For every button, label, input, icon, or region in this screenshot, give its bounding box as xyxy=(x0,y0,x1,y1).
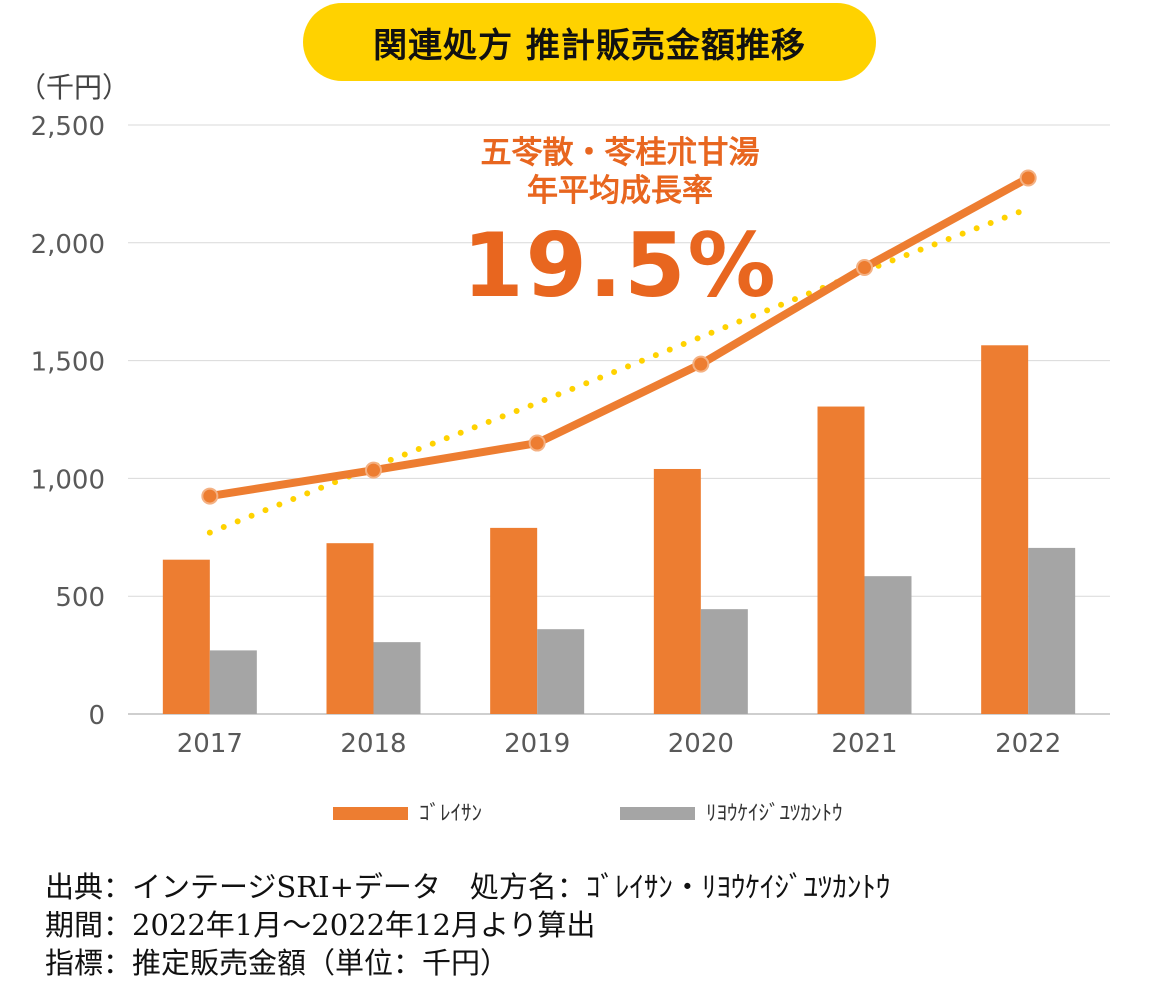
y-tick-label: 0 xyxy=(88,701,105,731)
legend-swatch-ryokeijutsukanto xyxy=(620,807,695,820)
total-point-2019 xyxy=(528,434,546,452)
total-point-2018 xyxy=(365,461,382,479)
annotation-line-2: 年平均成長率 xyxy=(527,173,713,209)
footer-source: 出典：インテージSRI+データ 処方名：ｺﾞﾚｲｻﾝ・ﾘﾖｳｹｲｼﾞﾕﾂｶﾝﾄｳ xyxy=(45,870,891,904)
bar-ryokeijutsukanto-2018 xyxy=(373,642,421,714)
annotation-line-1: 五苓散・苓桂朮甘湯 xyxy=(480,135,760,171)
x-tick-label: 2018 xyxy=(340,729,406,759)
bar-goreisan-2019 xyxy=(490,527,538,714)
x-tick-label: 2017 xyxy=(177,729,243,759)
total-line xyxy=(209,174,1031,501)
bar-goreisan-2018 xyxy=(326,543,374,714)
y-tick-label: 500 xyxy=(55,583,105,613)
x-tick-label: 2019 xyxy=(504,729,570,759)
growth-rate-annotation: 五苓散・苓桂朮甘湯 年平均成長率 19.5% xyxy=(410,134,830,316)
chart-title: 関連処方 推計販売金額推移 xyxy=(373,25,806,66)
total-point-2017 xyxy=(201,487,219,505)
bar-goreisan-2022 xyxy=(981,345,1029,714)
footer-period: 期間：2022年1月～2022年12月より算出 xyxy=(45,908,596,942)
total-point-2020 xyxy=(692,355,710,373)
bar-ryokeijutsukanto-2022 xyxy=(1028,547,1076,714)
total-point-2022 xyxy=(1019,169,1037,187)
y-tick-label: 2,500 xyxy=(31,112,105,142)
x-tick-label: 2022 xyxy=(995,729,1061,759)
legend-swatch-goreisan xyxy=(333,807,408,820)
chart-canvas: 0 500 1,000 1,500 2,000 2,500 2017 2018 2019 2020… xyxy=(31,112,1110,825)
footer-notes: 出典：インテージSRI+データ 処方名：ｺﾞﾚｲｻﾝ・ﾘﾖｳｹｲｼﾞﾕﾂｶﾝﾄｳ… xyxy=(45,868,890,982)
bar-ryokeijutsukanto-2021 xyxy=(864,576,912,714)
x-tick-label: 2021 xyxy=(831,729,897,759)
annotation-growth-value: 19.5% xyxy=(462,214,778,317)
y-tick-label: 1,500 xyxy=(31,348,105,378)
bar-ryokeijutsukanto-2017 xyxy=(209,650,257,714)
y-axis-unit-label: （千円） xyxy=(18,71,131,104)
legend-label-ryokeijutsukanto: ﾘﾖｳｹｲｼﾞﾕﾂｶﾝﾄｳ xyxy=(706,801,843,825)
bar-goreisan-2021 xyxy=(817,406,865,714)
bar-goreisan-2017 xyxy=(162,559,210,714)
bar-goreisan-2020 xyxy=(653,468,701,714)
legend-label-goreisan: ｺﾞﾚｲｻﾝ xyxy=(419,801,482,825)
total-point-2021 xyxy=(856,259,873,277)
x-tick-label: 2020 xyxy=(668,729,734,759)
bar-ryokeijutsukanto-2019 xyxy=(537,629,585,714)
y-tick-label: 1,000 xyxy=(31,465,105,495)
chart-title-pill: 関連処方 推計販売金額推移 xyxy=(303,3,876,81)
footer-metric: 指標：推定販売金額（単位：千円） xyxy=(45,946,510,980)
y-tick-label: 2,000 xyxy=(31,230,105,260)
bar-ryokeijutsukanto-2020 xyxy=(700,609,748,714)
